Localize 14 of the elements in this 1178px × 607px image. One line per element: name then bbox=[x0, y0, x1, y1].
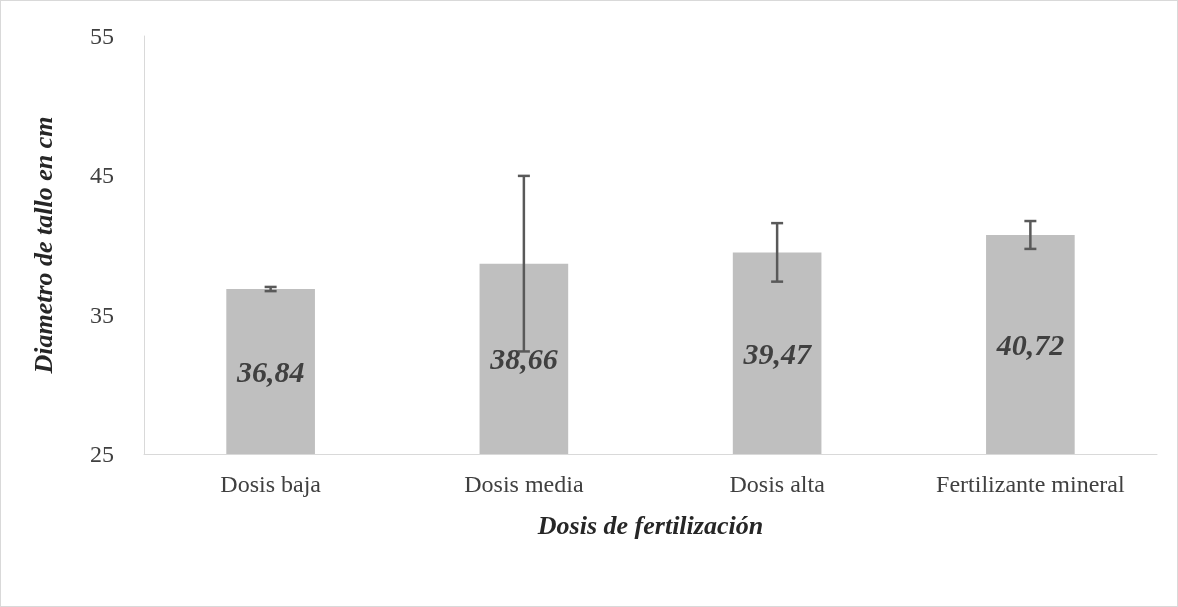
y-tick-label: 45 bbox=[90, 162, 114, 189]
x-axis-title: Dosis de fertilización bbox=[536, 510, 764, 540]
data-label: 36,84 bbox=[235, 355, 305, 389]
x-tick-label: Dosis media bbox=[464, 471, 584, 497]
data-label: 38,66 bbox=[489, 342, 558, 376]
x-tick-label: Fertilizante mineral bbox=[936, 471, 1125, 497]
x-tick-label: Dosis alta bbox=[729, 471, 826, 497]
y-axis-title: Diametro de tallo en cm bbox=[28, 116, 58, 375]
x-tick-label: Dosis baja bbox=[220, 471, 322, 497]
y-tick-label: 35 bbox=[90, 301, 114, 328]
y-tick-label: 55 bbox=[90, 23, 114, 49]
y-tick-label: 25 bbox=[90, 441, 114, 467]
data-label: 39,47 bbox=[742, 336, 812, 370]
data-label: 40,72 bbox=[995, 327, 1065, 361]
